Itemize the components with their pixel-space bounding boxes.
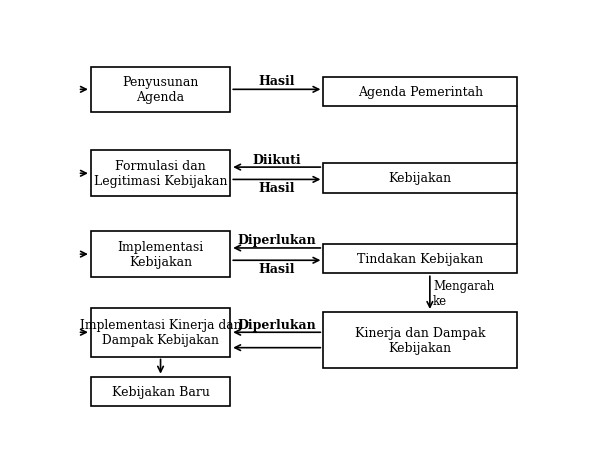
Bar	[323, 78, 517, 107]
Bar	[91, 377, 230, 406]
Text: Hasil: Hasil	[258, 181, 295, 194]
Bar	[91, 68, 230, 113]
Text: Formulasi dan
Legitimasi Kebijakan: Formulasi dan Legitimasi Kebijakan	[94, 160, 227, 188]
Text: Hasil: Hasil	[258, 262, 295, 275]
Text: Tindakan Kebijakan: Tindakan Kebijakan	[357, 253, 483, 266]
Bar	[91, 151, 230, 197]
Text: Diikuti: Diikuti	[253, 153, 301, 166]
Bar	[91, 232, 230, 278]
Text: Hasil: Hasil	[258, 75, 295, 88]
Text: Kebijakan Baru: Kebijakan Baru	[112, 385, 209, 398]
Bar	[323, 244, 517, 274]
Text: Mengarah
ke: Mengarah ke	[433, 279, 494, 307]
Bar	[323, 312, 517, 368]
Text: Diperlukan: Diperlukan	[237, 234, 316, 247]
Text: Diperlukan: Diperlukan	[237, 318, 316, 331]
Text: Implementasi
Kebijakan: Implementasi Kebijakan	[117, 241, 204, 269]
Text: Agenda Pemerintah: Agenda Pemerintah	[358, 86, 483, 99]
Bar	[323, 164, 517, 193]
Text: Penyusunan
Agenda: Penyusunan Agenda	[122, 76, 199, 104]
Text: Kebijakan: Kebijakan	[389, 172, 452, 185]
Text: Implementasi Kinerja dan
Dampak Kebijakan: Implementasi Kinerja dan Dampak Kebijaka…	[80, 319, 241, 346]
Bar	[91, 308, 230, 357]
Text: Kinerja dan Dampak
Kebijakan: Kinerja dan Dampak Kebijakan	[355, 326, 486, 354]
